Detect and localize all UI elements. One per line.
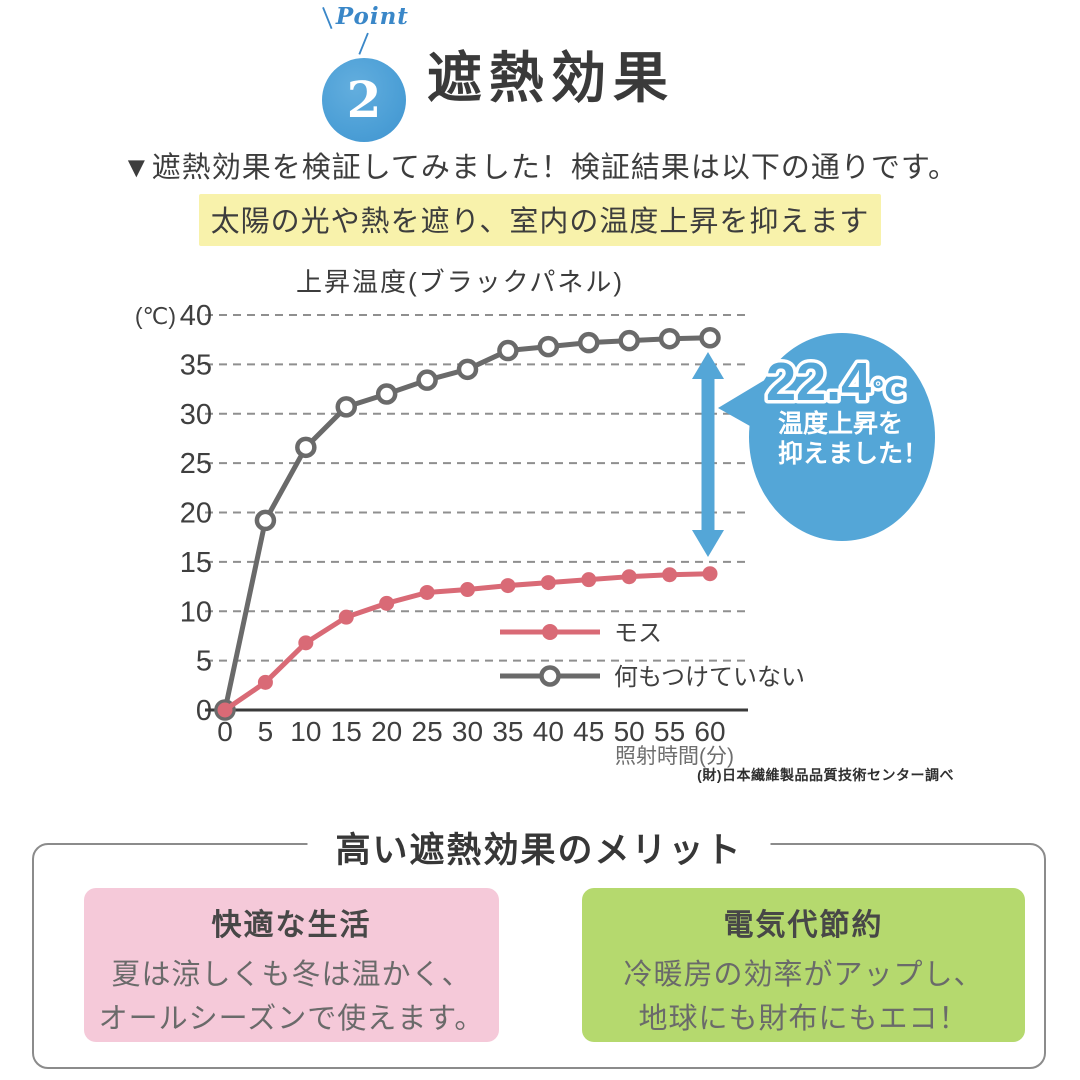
- callout-value-unit: ℃: [871, 375, 905, 406]
- merit-card-line: 夏は涼しくも冬は温かく、: [111, 959, 472, 991]
- x-tick-label: 50: [614, 716, 645, 747]
- y-tick-label: 15: [180, 547, 212, 579]
- merit-card-line: オールシーズンで使えます。: [98, 1003, 485, 1035]
- data-point-open: [699, 326, 721, 349]
- data-point-filled: [419, 584, 435, 600]
- data-point-open: [375, 383, 398, 405]
- y-axis-unit: (℃): [135, 303, 176, 329]
- legend-label: 何もつけていない: [614, 664, 805, 691]
- data-point-open: [295, 436, 317, 459]
- legend-marker: [539, 665, 561, 687]
- point-number-circle: 2: [322, 58, 406, 142]
- legend-label: モス: [614, 620, 662, 647]
- point-label-right-bar: |: [355, 29, 373, 57]
- y-tick-label: 0: [196, 695, 212, 727]
- callout-line: 温度上昇を: [778, 409, 903, 438]
- callout-value-number: 22.4: [766, 352, 871, 412]
- x-tick-label: 15: [331, 716, 362, 747]
- data-point-open: [497, 339, 519, 362]
- data-point-filled: [379, 595, 395, 611]
- data-point-filled: [621, 569, 637, 585]
- arrow-shaft: [701, 377, 715, 533]
- chart-source: (財)日本繊維製品品質技術センター調べ: [697, 767, 954, 783]
- merit-card-electricity: 電気代節約 冷暖房の効率がアップし、 地球にも財布にもエコ！: [582, 888, 1025, 1042]
- x-tick-label: 30: [452, 716, 483, 747]
- point-badge: |Point| 2: [316, 3, 412, 142]
- point-label: |Point|: [316, 3, 412, 57]
- y-tick-label: 20: [180, 498, 212, 530]
- highlight-text: 太陽の光や熱を遮り、室内の温度上昇を抑えます: [198, 194, 882, 246]
- y-tick-label: 35: [180, 349, 212, 381]
- x-tick-label: 10: [290, 716, 321, 747]
- data-point-open: [456, 358, 479, 381]
- data-point-filled: [540, 575, 556, 591]
- y-tick-label: 10: [180, 596, 212, 628]
- difference-arrow: [692, 352, 724, 557]
- page-title: 遮熱効果: [427, 47, 676, 109]
- data-point-open: [618, 329, 640, 352]
- merit-card-title: 電気代節約: [723, 909, 884, 942]
- x-tick-label: 45: [573, 716, 604, 747]
- merit-card-line: 地球にも財布にもエコ！: [638, 1003, 969, 1035]
- x-tick-label: 25: [412, 716, 443, 747]
- data-point-filled: [217, 702, 233, 718]
- data-point-filled: [662, 567, 678, 583]
- data-point-filled: [581, 572, 597, 588]
- x-tick-label: 55: [654, 716, 685, 747]
- x-tick-label: 60: [694, 716, 725, 747]
- x-axis-label: 照射時間(分): [615, 745, 734, 768]
- data-point-filled: [500, 578, 516, 594]
- highlight-row: 太陽の光や熱を遮り、室内の温度上昇を抑えます: [0, 194, 1080, 246]
- x-tick-label: 5: [258, 716, 274, 747]
- temperature-line-chart: 上昇温度(ブラックパネル) 0 5 10 15 20 25 30 35 40 (℃) 0 5 10 15 20…: [130, 260, 1050, 800]
- point-label-text: Point: [335, 3, 409, 30]
- merit-section-title: 高い遮熱効果のメリット: [307, 822, 771, 873]
- point-number: 2: [346, 70, 382, 129]
- data-point-open: [416, 369, 438, 391]
- data-point-open: [578, 331, 600, 354]
- y-tick-label: 5: [196, 646, 212, 678]
- merit-card-comfort: 快適な生活 夏は涼しくも冬は温かく、 オールシーズンで使えます。: [84, 888, 499, 1042]
- y-tick-label: 30: [180, 399, 212, 431]
- legend-marker: [542, 624, 558, 640]
- data-point-filled: [702, 566, 718, 582]
- data-point-open: [254, 509, 277, 532]
- data-point-filled: [257, 674, 273, 690]
- x-tick-label: 0: [217, 716, 233, 747]
- callout-line: 抑えました！: [778, 440, 928, 468]
- point-label-left-bar: |: [318, 3, 337, 31]
- y-tick-label: 40: [180, 300, 212, 332]
- data-point-filled: [338, 609, 354, 625]
- x-tick-label: 20: [371, 716, 402, 747]
- arrow-head-up: [692, 352, 724, 379]
- x-tick-label: 40: [533, 716, 564, 747]
- intro-text: ▼遮熱効果を検証してみました！検証結果は以下の通りです。: [122, 152, 958, 184]
- merit-card-line: 冷暖房の効率がアップし、: [623, 959, 984, 991]
- data-point-open: [335, 396, 357, 418]
- data-point-open: [537, 335, 560, 358]
- arrow-head-down: [692, 530, 724, 557]
- data-point-filled: [460, 582, 475, 598]
- callout-value: 22.4℃: [766, 352, 905, 412]
- merit-card-title: 快適な生活: [211, 909, 372, 942]
- merit-section: 高い遮熱効果のメリット 快適な生活 夏は涼しくも冬は温かく、 オールシーズンで使…: [32, 822, 1046, 1069]
- chart-title: 上昇温度(ブラックパネル): [296, 267, 624, 297]
- callout-circle: [749, 333, 935, 541]
- x-tick-label: 35: [492, 716, 523, 747]
- data-point-open: [658, 327, 681, 350]
- y-tick-label: 25: [180, 448, 212, 480]
- data-point-filled: [298, 635, 314, 651]
